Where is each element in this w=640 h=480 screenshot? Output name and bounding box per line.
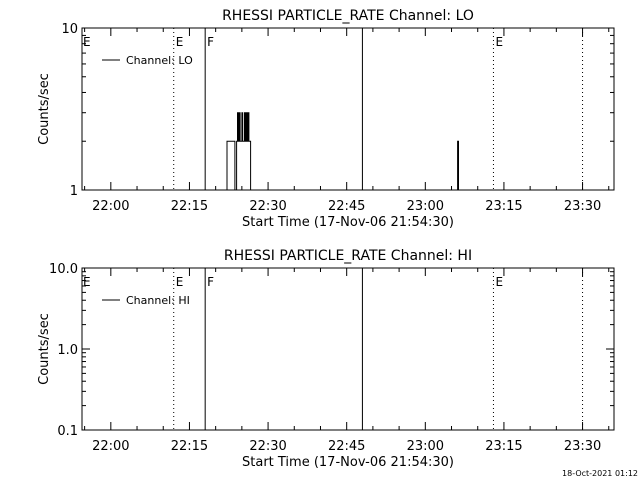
y-tick-label: 1.0: [57, 343, 78, 358]
event-marker-label: F: [207, 275, 214, 289]
x-tick-label: 22:00: [92, 439, 129, 454]
x-tick-label: 22:45: [328, 439, 365, 454]
data-series-line: [225, 112, 460, 191]
y-axis-label: Counts/sec: [37, 313, 52, 385]
event-marker-label: F: [207, 35, 214, 49]
event-marker-label: E: [495, 35, 503, 49]
chart-title: RHESSI PARTICLE_RATE Channel: HI: [224, 248, 472, 264]
edge-event-label: E: [83, 275, 91, 289]
x-tick-label: 22:15: [171, 199, 208, 214]
x-tick-label: 23:30: [564, 439, 601, 454]
plot-frame: [81, 267, 615, 431]
x-tick-label: 23:00: [407, 439, 444, 454]
event-marker-label: E: [176, 275, 184, 289]
x-tick-label: 22:00: [92, 199, 129, 214]
x-tick-label: 22:30: [249, 439, 286, 454]
legend-entry: Channel: LO: [126, 54, 193, 67]
chart-panel-2: RHESSI PARTICLE_RATE Channel: HI 0.1 1.0 10…: [37, 248, 615, 470]
y-tick-label: 10: [61, 22, 78, 37]
edge-event-label: E: [83, 35, 91, 49]
y-axis-label: Counts/sec: [37, 73, 52, 145]
x-tick-label: 23:00: [407, 199, 444, 214]
event-marker-label: E: [495, 275, 503, 289]
x-tick-label: 22:30: [249, 199, 286, 214]
chart-panel-1: RHESSI PARTICLE_RATE Channel: LO 1 10 22:00…: [37, 8, 615, 230]
legend-entry: Channel: HI: [126, 294, 190, 307]
chart-title: RHESSI PARTICLE_RATE Channel: LO: [222, 8, 474, 24]
y-tick-label: 1: [70, 184, 78, 199]
x-tick-label: 22:45: [328, 199, 365, 214]
x-tick-label: 23:15: [485, 439, 522, 454]
x-tick-label: 23:15: [485, 199, 522, 214]
event-marker-label: E: [176, 35, 184, 49]
x-tick-label: 22:15: [171, 439, 208, 454]
y-tick-label: 0.1: [57, 424, 78, 439]
y-tick-label: 10.0: [49, 262, 78, 277]
x-axis-label: Start Time (17-Nov-06 21:54:30): [242, 215, 454, 230]
footer-timestamp: 18-Oct-2021 01:12: [562, 469, 638, 478]
x-tick-label: 23:30: [564, 199, 601, 214]
x-axis-label: Start Time (17-Nov-06 21:54:30): [242, 455, 454, 470]
plot-frame: [81, 27, 615, 191]
